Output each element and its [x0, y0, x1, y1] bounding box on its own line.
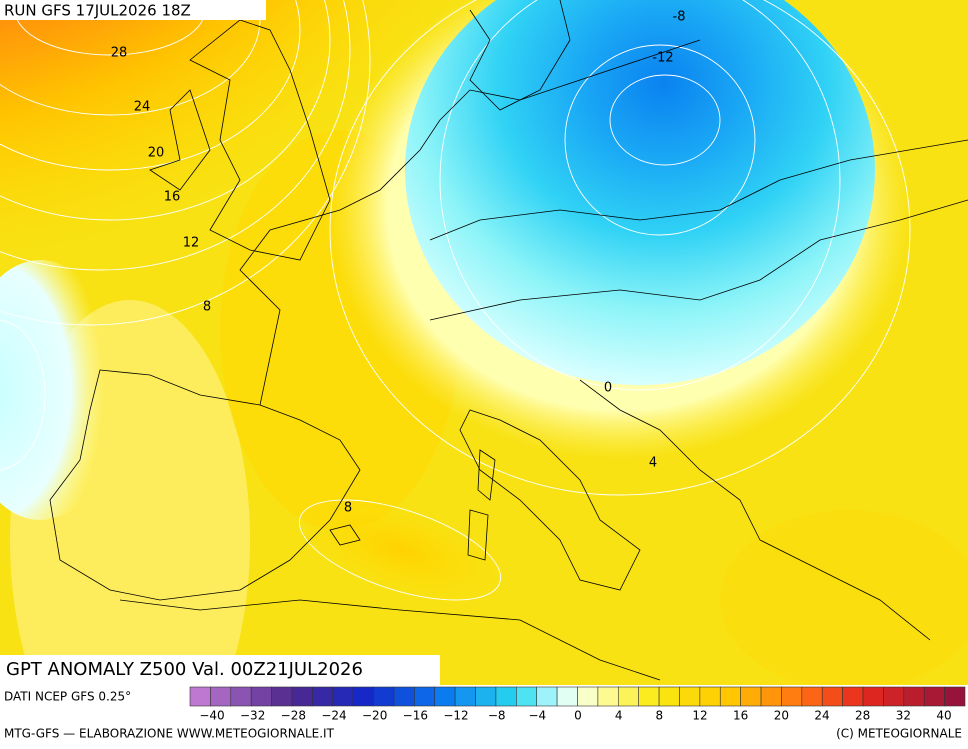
- footer-left: MTG-GFS — ELABORAZIONE WWW.METEOGIORNALE…: [4, 727, 335, 741]
- colorbar-box: [516, 686, 538, 707]
- contour-label: 16: [164, 190, 181, 205]
- colorbar-box: [699, 686, 721, 707]
- colorbar-tick-label: 24: [814, 709, 829, 723]
- colorbar-tick-label: −32: [240, 709, 265, 723]
- colorbar-box: [312, 686, 334, 707]
- colorbar-box: [801, 686, 823, 707]
- colorbar-box: [556, 686, 578, 707]
- colorbar-box: [495, 686, 517, 707]
- colorbar-box: [352, 686, 374, 707]
- colorbar-tick-label: 20: [774, 709, 789, 723]
- colorbar-box: [373, 686, 395, 707]
- map-title: GPT ANOMALY Z500 Val. 00Z21JUL2026: [6, 659, 363, 680]
- colorbar-box: [475, 686, 497, 707]
- colorbar-tick-label: −20: [362, 709, 387, 723]
- colorbar-tick-label: 28: [855, 709, 870, 723]
- run-box: [0, 0, 266, 20]
- colorbar-box: [414, 686, 436, 707]
- colorbar-box: [944, 686, 966, 707]
- colorbar-box: [903, 686, 925, 707]
- contour-labels: 28 24 20 16 12 8 -8 -12 0 4 8: [111, 10, 686, 516]
- colorbar-box: [434, 686, 456, 707]
- contour-label: 8: [203, 300, 211, 315]
- colorbar-tick-label: 40: [936, 709, 951, 723]
- colorbar-box: [291, 686, 313, 707]
- colorbar-box: [781, 686, 803, 707]
- contour-label: 4: [649, 456, 657, 471]
- colorbar-box: [923, 686, 945, 707]
- colorbar-box: [658, 686, 680, 707]
- colorbar-box: [821, 686, 843, 707]
- title-box: [0, 655, 440, 685]
- colorbar-box: [189, 686, 211, 707]
- colorbar-box: [883, 686, 905, 707]
- contour-label: 8: [344, 501, 352, 516]
- colorbar-box: [536, 686, 558, 707]
- colorbar-ticks: −40 −32 −28 −24 −20 −16 −12 −8 −4 0 4 8 12 16 20 24 28 32…: [199, 709, 951, 723]
- colorbar-box: [740, 686, 762, 707]
- data-source: DATI NCEP GFS 0.25°: [4, 690, 131, 704]
- contour-label: 0: [604, 381, 612, 396]
- colorbar-box: [393, 686, 415, 707]
- contour-label: 24: [134, 100, 151, 115]
- footer-right: (C) METEOGIORNALE: [836, 727, 962, 741]
- colorbar-box: [230, 686, 252, 707]
- colorbar-tick-label: 32: [896, 709, 911, 723]
- colorbar-tick-label: −4: [528, 709, 546, 723]
- colorbar-tick-label: 8: [656, 709, 664, 723]
- contour-label: 20: [148, 146, 165, 161]
- colorbar-box: [250, 686, 272, 707]
- colorbar-tick-label: 4: [615, 709, 623, 723]
- colorbar-box: [617, 686, 639, 707]
- colorbar-box: [210, 686, 232, 707]
- colorbar-tick-label: −16: [403, 709, 428, 723]
- contour-label: -8: [673, 10, 686, 25]
- colorbar-box: [271, 686, 293, 707]
- colorbar-box: [638, 686, 660, 707]
- colorbar-tick-label: −24: [321, 709, 346, 723]
- colorbar: [189, 686, 966, 707]
- colorbar-tick-label: −28: [281, 709, 306, 723]
- colorbar-box: [332, 686, 354, 707]
- contour-label: 12: [183, 236, 200, 251]
- run-label: RUN GFS 17JUL2026 18Z: [4, 2, 191, 20]
- colorbar-box: [454, 686, 476, 707]
- colorbar-tick-label: 16: [733, 709, 748, 723]
- colorbar-box: [679, 686, 701, 707]
- colorbar-tick-label: 0: [574, 709, 582, 723]
- colorbar-box: [760, 686, 782, 707]
- colorbar-tick-label: −12: [443, 709, 468, 723]
- colorbar-box: [597, 686, 619, 707]
- colorbar-box: [862, 686, 884, 707]
- colorbar-box: [842, 686, 864, 707]
- contour-label: -12: [652, 51, 673, 66]
- colorbar-tick-label: −40: [199, 709, 224, 723]
- contour-lines: [0, 0, 911, 601]
- colorbar-tick-label: 12: [692, 709, 707, 723]
- colorbar-box: [719, 686, 741, 707]
- contour-label: 28: [111, 46, 128, 61]
- colorbar-box: [577, 686, 599, 707]
- coastlines: [49, 0, 968, 681]
- colorbar-tick-label: −8: [488, 709, 506, 723]
